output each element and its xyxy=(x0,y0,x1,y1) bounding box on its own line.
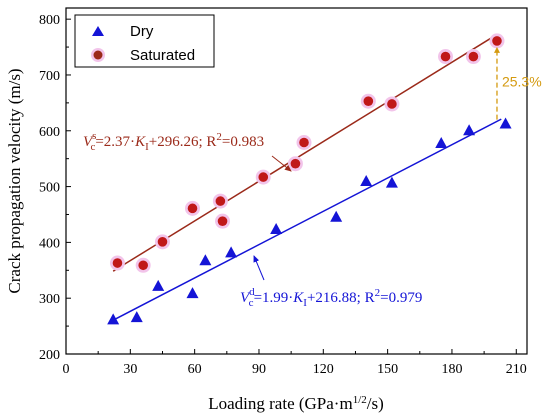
y-tick-label: 500 xyxy=(39,181,60,196)
y-tick-label: 400 xyxy=(39,236,60,251)
percent-label: 25.3% xyxy=(502,73,542,89)
dry-point xyxy=(499,117,512,129)
x-tick-label: 90 xyxy=(252,362,266,377)
legend-saturated-label: Saturated xyxy=(130,47,195,64)
dry-equation-arrow xyxy=(253,255,265,281)
saturated-point xyxy=(112,258,123,268)
saturated-point xyxy=(468,51,479,62)
x-axis-ticks: 0 30 60 90 120 150 180 210 xyxy=(63,349,527,377)
saturated-point xyxy=(290,158,301,169)
saturated-point xyxy=(258,172,269,182)
dry-point xyxy=(270,222,283,234)
dry-series xyxy=(107,117,512,325)
y-tick-label: 800 xyxy=(39,13,60,28)
saturated-point xyxy=(157,237,168,247)
y-axis-ticks: 200 300 400 500 600 700 800 xyxy=(39,13,71,363)
dry-point xyxy=(435,137,448,149)
dry-point xyxy=(385,176,398,188)
saturated-point xyxy=(215,196,226,206)
dry-point xyxy=(199,254,212,266)
legend-dry-label: Dry xyxy=(130,23,154,40)
x-tick-label: 150 xyxy=(377,362,398,377)
saturated-fit-line xyxy=(112,33,498,272)
dry-point xyxy=(463,124,476,136)
legend: Dry Saturated xyxy=(74,14,215,68)
legend-dry-marker xyxy=(92,26,104,36)
plot-frame xyxy=(65,7,528,355)
fit-lines xyxy=(112,33,502,321)
saturated-point xyxy=(217,216,228,226)
dry-point xyxy=(152,279,165,291)
y-tick-label: 300 xyxy=(39,292,60,307)
saturated-series xyxy=(109,33,505,273)
x-tick-label: 120 xyxy=(313,362,334,377)
dry-point xyxy=(186,287,199,299)
saturated-point xyxy=(387,99,397,109)
y-tick-label: 600 xyxy=(39,125,60,140)
dry-point xyxy=(360,175,373,186)
saturated-point xyxy=(492,36,502,46)
dry-point xyxy=(225,246,238,258)
y-tick-label: 200 xyxy=(39,348,60,363)
dry-point xyxy=(107,313,120,325)
x-axis-title: Loading rate (GPa·m1/2/s) xyxy=(208,394,384,413)
saturated-point xyxy=(440,51,451,62)
x-tick-label: 210 xyxy=(506,362,527,377)
x-tick-label: 60 xyxy=(188,362,202,377)
saturated-point xyxy=(299,137,309,148)
dry-fit-line xyxy=(112,118,502,321)
x-tick-label: 30 xyxy=(123,362,137,377)
dry-fit-equation: Vd c=1.99·KI+216.88; R2=0.979 xyxy=(240,286,422,309)
percent-annotation: 25.3% xyxy=(493,46,542,120)
saturated-fit-equation: Vs c=2.37·KI+296.26; R2=0.983 xyxy=(83,130,264,153)
saturated-point xyxy=(363,96,374,106)
legend-saturated-marker xyxy=(93,50,103,60)
dry-point xyxy=(330,210,343,222)
saturated-point xyxy=(187,203,198,214)
y-tick-label: 700 xyxy=(39,69,60,84)
series-marks xyxy=(107,33,512,325)
y-axis-title: Crack propagation velocity (m/s) xyxy=(5,68,24,293)
x-tick-label: 180 xyxy=(441,362,462,377)
saturated-equation-arrow xyxy=(271,155,292,172)
x-tick-label: 0 xyxy=(63,362,70,377)
saturated-point xyxy=(138,260,148,271)
dry-point xyxy=(130,311,143,323)
